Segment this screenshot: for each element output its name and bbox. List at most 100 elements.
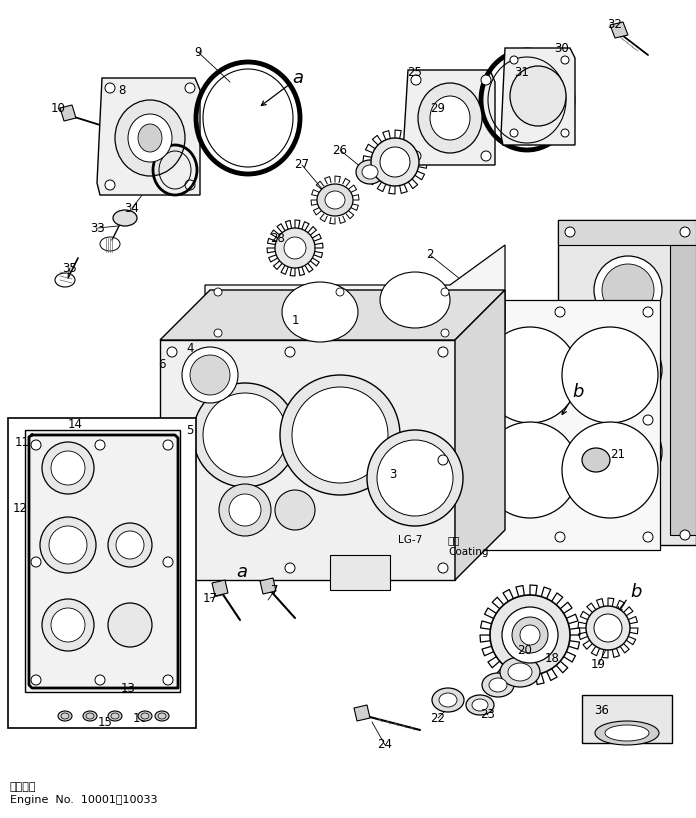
Ellipse shape bbox=[411, 75, 421, 85]
Ellipse shape bbox=[508, 663, 532, 681]
Ellipse shape bbox=[432, 688, 464, 712]
Ellipse shape bbox=[42, 442, 94, 494]
Ellipse shape bbox=[138, 711, 152, 721]
Ellipse shape bbox=[561, 56, 569, 64]
Text: 15: 15 bbox=[97, 716, 113, 729]
Ellipse shape bbox=[562, 327, 658, 423]
Ellipse shape bbox=[58, 711, 72, 721]
Ellipse shape bbox=[380, 147, 410, 177]
Ellipse shape bbox=[105, 180, 115, 190]
Polygon shape bbox=[354, 705, 370, 721]
Ellipse shape bbox=[371, 138, 419, 186]
Ellipse shape bbox=[275, 228, 315, 268]
Ellipse shape bbox=[586, 606, 630, 650]
Ellipse shape bbox=[115, 100, 185, 176]
Ellipse shape bbox=[441, 329, 449, 337]
Ellipse shape bbox=[83, 711, 97, 721]
Ellipse shape bbox=[108, 523, 152, 567]
Text: 20: 20 bbox=[518, 644, 532, 657]
Ellipse shape bbox=[284, 237, 306, 259]
Ellipse shape bbox=[680, 530, 690, 540]
Text: 7: 7 bbox=[271, 583, 279, 596]
Polygon shape bbox=[403, 70, 495, 165]
Text: 31: 31 bbox=[514, 65, 530, 79]
Ellipse shape bbox=[95, 675, 105, 685]
Polygon shape bbox=[501, 48, 575, 145]
Ellipse shape bbox=[418, 83, 482, 153]
Ellipse shape bbox=[51, 608, 85, 642]
Polygon shape bbox=[160, 340, 455, 580]
Text: 適用号機: 適用号機 bbox=[10, 782, 36, 792]
Text: 2: 2 bbox=[426, 249, 434, 262]
Text: 18: 18 bbox=[544, 651, 560, 664]
Text: 14: 14 bbox=[68, 419, 83, 432]
Ellipse shape bbox=[490, 595, 570, 675]
Text: 33: 33 bbox=[90, 222, 105, 235]
Text: 24: 24 bbox=[377, 739, 393, 752]
Polygon shape bbox=[558, 220, 696, 545]
Ellipse shape bbox=[510, 129, 518, 137]
Text: 28: 28 bbox=[271, 231, 285, 245]
Text: Engine  No.  10001～10033: Engine No. 10001～10033 bbox=[10, 795, 157, 805]
Text: 26: 26 bbox=[333, 143, 347, 156]
Ellipse shape bbox=[155, 711, 169, 721]
Ellipse shape bbox=[203, 393, 287, 477]
Text: 塗布: 塗布 bbox=[448, 535, 461, 545]
Ellipse shape bbox=[285, 563, 295, 573]
Ellipse shape bbox=[128, 114, 172, 162]
Text: 17: 17 bbox=[203, 591, 217, 605]
Ellipse shape bbox=[555, 532, 565, 542]
Ellipse shape bbox=[336, 288, 344, 296]
Ellipse shape bbox=[411, 151, 421, 161]
Polygon shape bbox=[160, 290, 505, 340]
Ellipse shape bbox=[163, 440, 173, 450]
Ellipse shape bbox=[229, 494, 261, 526]
Ellipse shape bbox=[285, 347, 295, 357]
Ellipse shape bbox=[565, 227, 575, 237]
Text: 11: 11 bbox=[15, 435, 29, 448]
Ellipse shape bbox=[380, 272, 450, 328]
Ellipse shape bbox=[185, 180, 195, 190]
Ellipse shape bbox=[594, 418, 662, 486]
Ellipse shape bbox=[510, 66, 566, 126]
Ellipse shape bbox=[482, 327, 578, 423]
Ellipse shape bbox=[602, 426, 654, 478]
Polygon shape bbox=[205, 245, 505, 340]
Ellipse shape bbox=[108, 603, 152, 647]
Ellipse shape bbox=[482, 673, 514, 697]
Ellipse shape bbox=[356, 160, 384, 184]
Polygon shape bbox=[558, 220, 696, 245]
Text: 25: 25 bbox=[408, 65, 422, 79]
Ellipse shape bbox=[275, 490, 315, 530]
Ellipse shape bbox=[49, 526, 87, 564]
Ellipse shape bbox=[595, 721, 659, 745]
Ellipse shape bbox=[510, 56, 518, 64]
Text: 6: 6 bbox=[158, 358, 166, 371]
Text: 12: 12 bbox=[13, 501, 28, 515]
Ellipse shape bbox=[430, 96, 470, 140]
Ellipse shape bbox=[555, 307, 565, 317]
Ellipse shape bbox=[317, 184, 353, 216]
Ellipse shape bbox=[105, 83, 115, 93]
Ellipse shape bbox=[214, 329, 222, 337]
Ellipse shape bbox=[325, 191, 345, 209]
Ellipse shape bbox=[482, 422, 578, 518]
Ellipse shape bbox=[441, 288, 449, 296]
Ellipse shape bbox=[280, 375, 400, 495]
Polygon shape bbox=[60, 105, 76, 121]
Ellipse shape bbox=[185, 83, 195, 93]
Text: 21: 21 bbox=[610, 448, 626, 461]
Ellipse shape bbox=[167, 347, 177, 357]
Ellipse shape bbox=[438, 455, 448, 465]
Text: 29: 29 bbox=[431, 101, 445, 115]
Text: 10: 10 bbox=[51, 101, 65, 115]
Ellipse shape bbox=[467, 307, 477, 317]
Text: 34: 34 bbox=[125, 201, 139, 214]
Ellipse shape bbox=[214, 288, 222, 296]
Ellipse shape bbox=[643, 415, 653, 425]
Ellipse shape bbox=[520, 625, 540, 645]
Ellipse shape bbox=[481, 75, 491, 85]
Text: a: a bbox=[237, 563, 248, 581]
Text: 5: 5 bbox=[187, 424, 193, 437]
Text: Coating: Coating bbox=[448, 547, 489, 557]
